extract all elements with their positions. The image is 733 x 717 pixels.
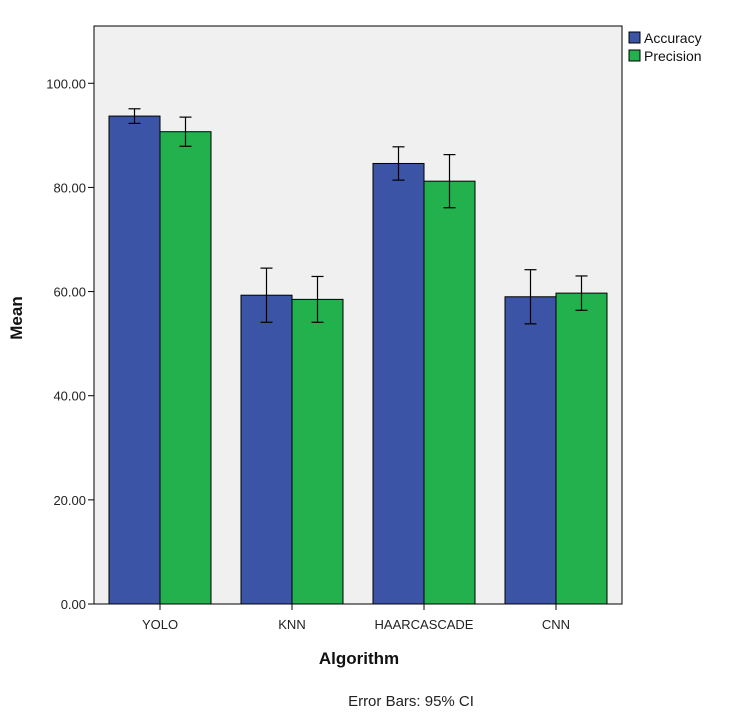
x-tick-label: CNN (542, 617, 570, 632)
x-tick-label: YOLO (142, 617, 178, 632)
bar-series (108, 115, 608, 605)
x-tick-label: HAARCASCADE (375, 617, 474, 632)
y-tick-label: 40.00 (53, 389, 86, 404)
error-bars-note: Error Bars: 95% CI (348, 693, 474, 710)
error-bars (128, 108, 588, 325)
bar-precision-knn (291, 298, 344, 605)
y-tick-label: 100.00 (46, 76, 86, 91)
bar-precision-haarcascade (423, 180, 476, 605)
legend-label-accuracy: Accuracy (644, 30, 702, 46)
bar-accuracy-knn (240, 294, 293, 605)
y-tick-label: 60.00 (53, 285, 86, 300)
y-tick-label: 80.00 (53, 180, 86, 195)
y-axis: 0.00 20.00 40.00 60.00 80.00 100.00 (46, 76, 94, 612)
bar-precision-cnn (555, 292, 608, 605)
x-axis: YOLO KNN HAARCASCADE CNN (142, 604, 570, 632)
y-tick-label: 0.00 (61, 597, 86, 612)
legend-swatch-precision (628, 49, 641, 62)
y-axis-title: Mean (7, 296, 26, 339)
y-tick-label: 20.00 (53, 493, 86, 508)
legend: Accuracy Precision (628, 30, 702, 64)
bar-accuracy-cnn (504, 296, 557, 605)
bar-accuracy-yolo (108, 115, 161, 605)
legend-swatch-accuracy (628, 31, 641, 44)
x-axis-title: Algorithm (319, 649, 399, 668)
bar-precision-yolo (159, 131, 212, 605)
x-tick-label: KNN (278, 617, 305, 632)
bar-accuracy-haarcascade (372, 162, 425, 605)
legend-label-precision: Precision (644, 48, 702, 64)
